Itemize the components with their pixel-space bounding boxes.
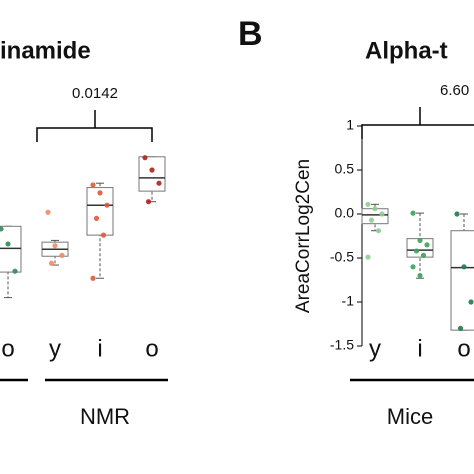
point [97,190,103,196]
point [100,232,107,238]
point [457,325,464,331]
point [417,237,423,243]
point [156,180,162,186]
point [365,254,371,260]
x-tick-label: i [97,335,102,362]
x-tick-label: o [457,335,470,362]
y-tick-label: 1 [346,117,354,133]
point [410,210,416,216]
point [375,228,382,234]
point [45,209,51,215]
point [90,182,96,188]
point [461,264,467,270]
y-tick-label: -0.5 [330,249,354,265]
point [379,211,385,217]
point [145,199,152,205]
point [0,226,4,232]
box [138,156,166,192]
p-value: 0.0142 [72,85,118,102]
point [365,201,371,207]
panel-letter: B [238,15,263,53]
x-tick-label: o [145,335,158,362]
box [0,225,22,273]
x-tick-label: o [1,335,14,362]
group-label: Mice [387,404,433,429]
y-tick-label: -1 [342,293,355,309]
point [149,167,155,173]
p-value: 6.60 [440,82,469,99]
chart-title: inamide [0,37,91,64]
point [59,252,65,258]
y-axis-label: AreaCorrLog2Cen [293,159,314,313]
point [5,241,11,247]
point [468,299,474,305]
point [12,268,18,274]
y-tick-label: -1.5 [330,337,354,353]
chart-title: Alpha-t [365,37,448,64]
point [454,211,460,217]
point [90,275,96,281]
point [368,217,375,223]
point [142,155,148,161]
point [52,243,58,249]
box [86,187,114,236]
y-tick-label: 0.5 [335,161,355,177]
box [450,230,474,331]
group-label: NMR [80,404,130,429]
bracket [36,110,153,142]
point [104,202,110,208]
point [417,273,423,279]
point [420,252,427,258]
point [372,206,378,212]
bracket [361,107,474,139]
point [424,242,430,248]
x-tick-label: y [49,335,61,362]
point [410,264,416,270]
point [48,260,55,266]
x-tick-label: y [369,335,381,362]
x-tick-label: i [417,335,422,362]
point [93,215,100,221]
point [413,248,420,254]
y-tick-label: 0.0 [335,205,355,221]
